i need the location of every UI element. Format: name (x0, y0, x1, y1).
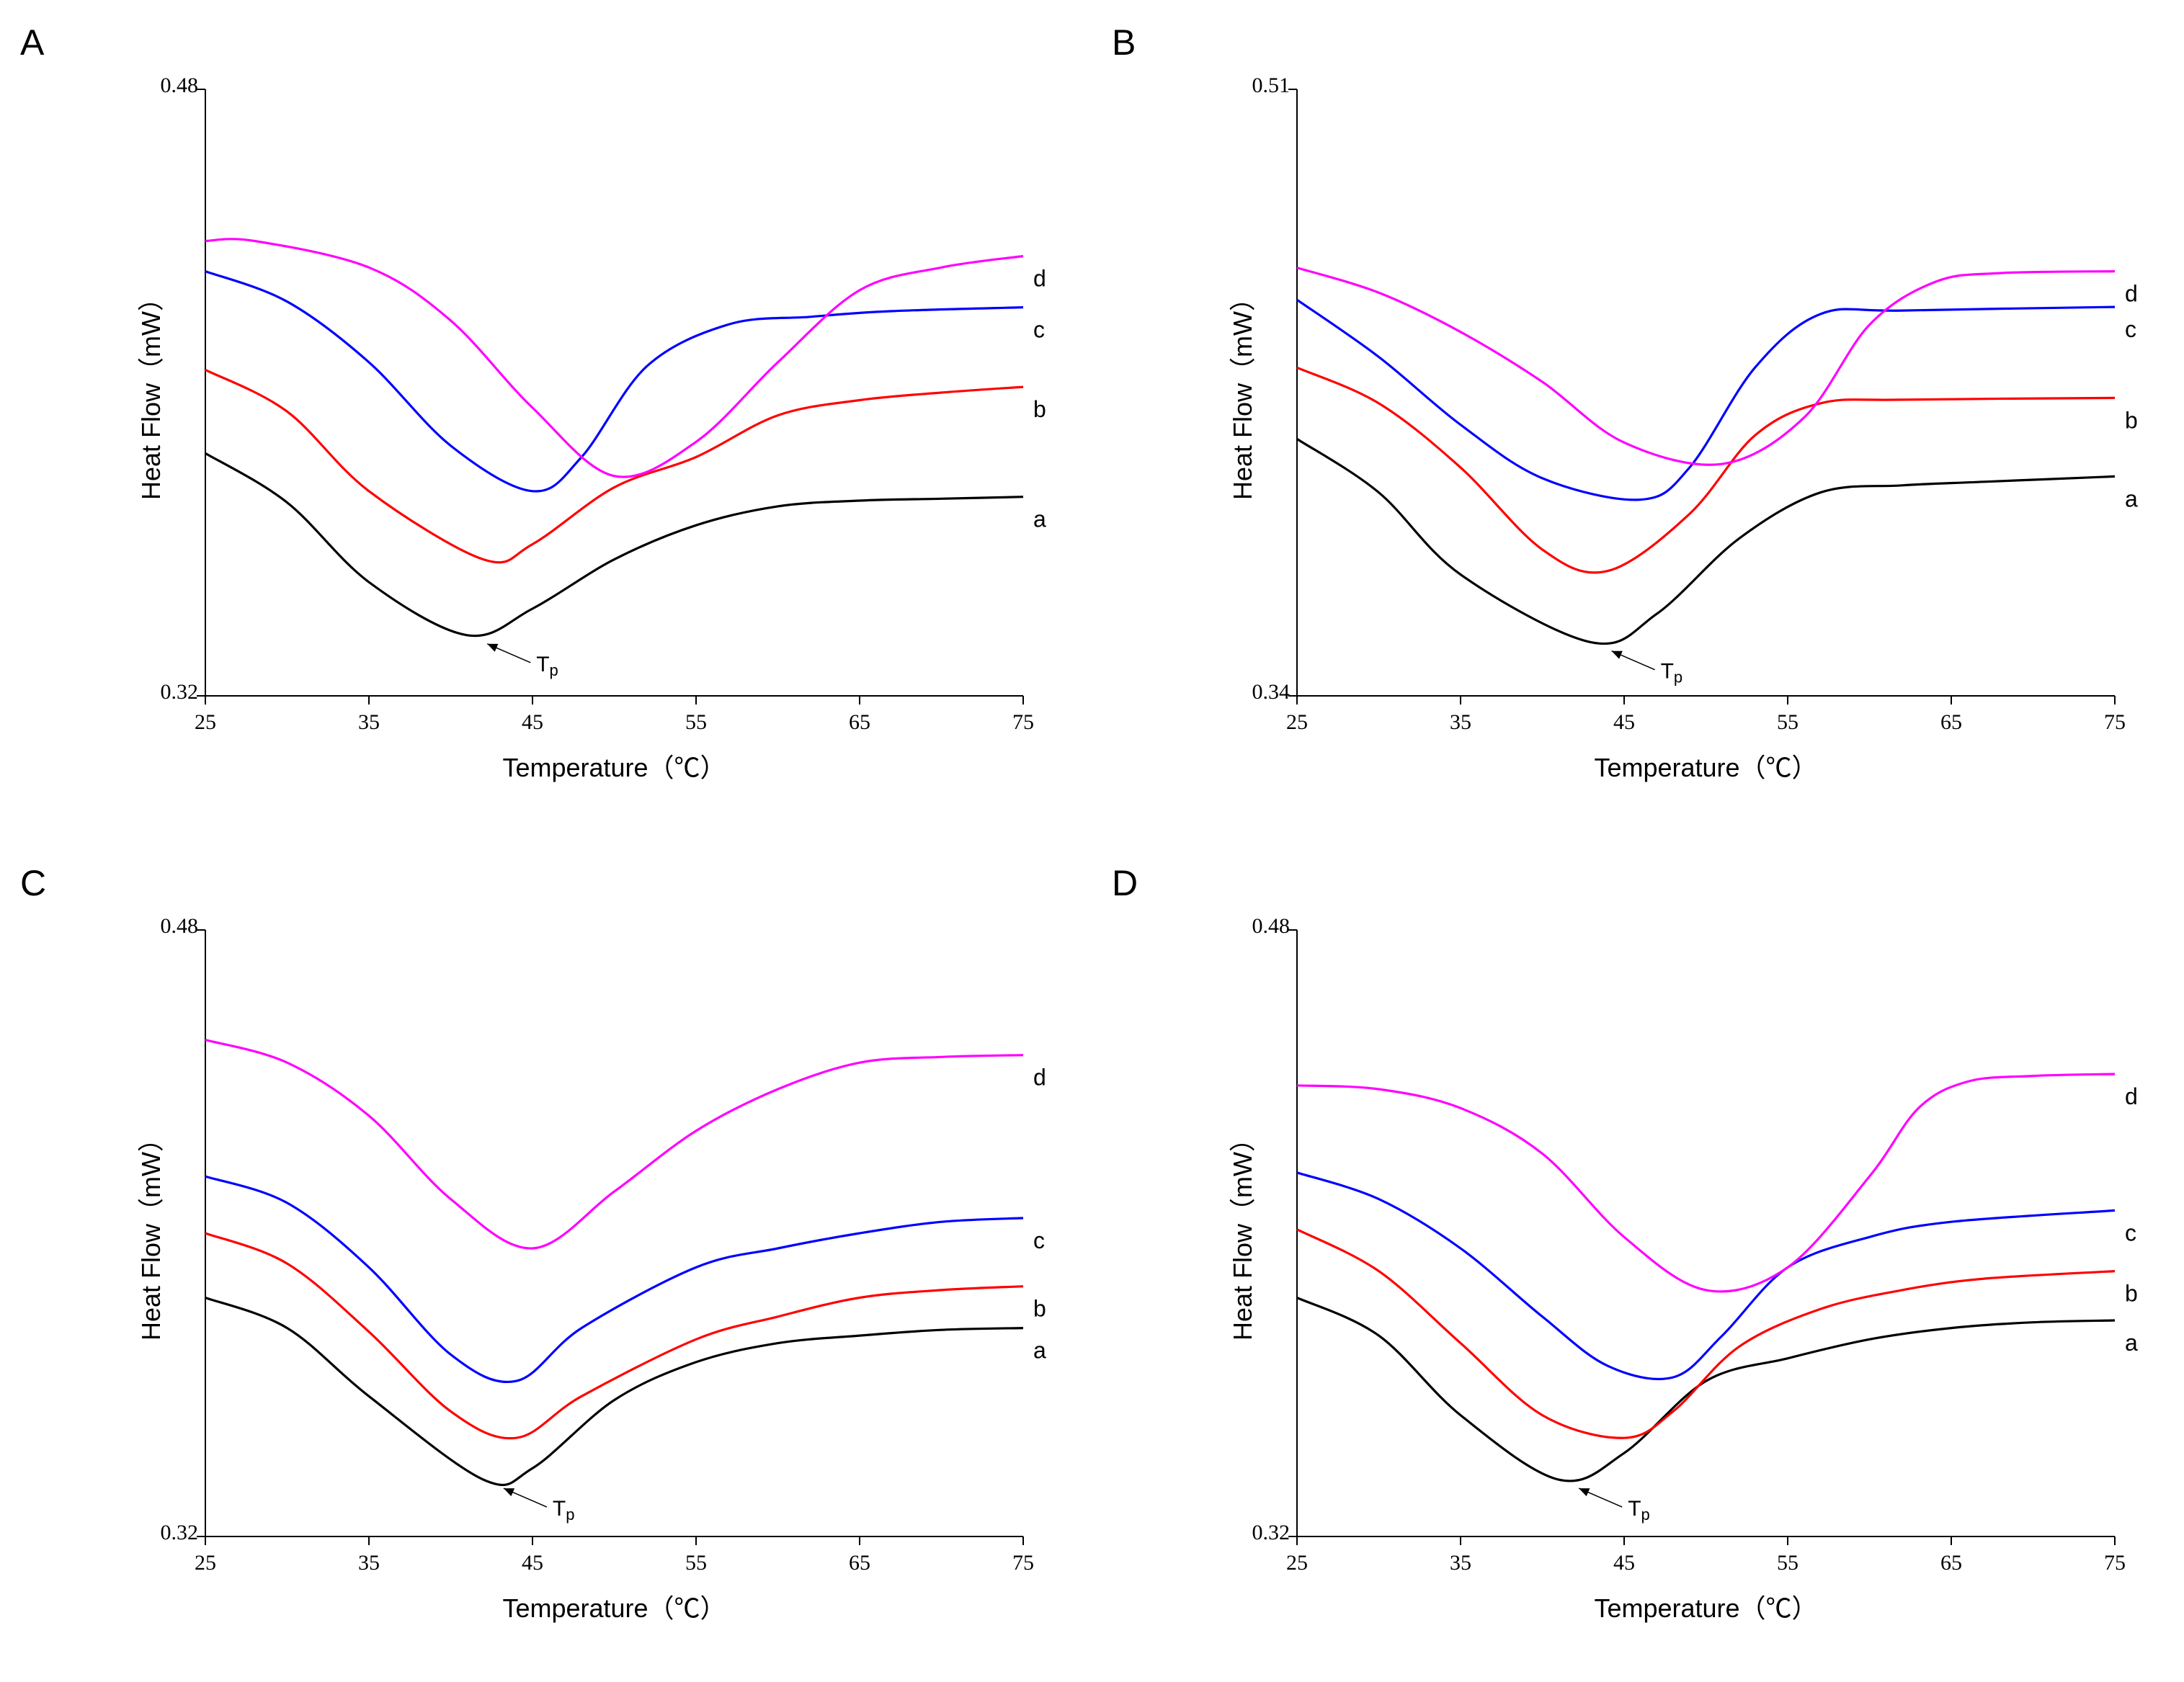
y-axis-label: Heat Flow（mW） (1228, 1126, 1257, 1341)
panel-label-d: D (1112, 863, 1138, 903)
x-tick-label: 25 (1286, 710, 1308, 734)
y-tick-label: 0.32 (161, 680, 199, 704)
x-tick-label: 75 (1012, 1551, 1034, 1575)
y-tick-label: 0.32 (1252, 1521, 1291, 1544)
series-line-a (205, 1296, 1024, 1487)
series-label-a: a (2125, 1330, 2138, 1356)
series-label-c: c (1033, 317, 1045, 343)
y-axis-label: Heat Flow（mW） (136, 285, 166, 500)
panel-d: D 25 35 45 55 65 75 0.32 0.48 Temperature（℃） Heat … (1092, 841, 2183, 1681)
series-line-c (205, 1175, 1024, 1383)
annotation-arrowhead (503, 1488, 515, 1497)
y-tick-label: 0.48 (1252, 914, 1291, 938)
y-tick-label: 0.48 (161, 73, 199, 97)
series-line-d (1296, 267, 2116, 466)
annotation-label: Tp (1661, 660, 1683, 686)
annotation-arrowhead (487, 643, 499, 652)
panel-b: B 25 35 45 55 65 75 0.34 0.51 Temperature（℃） Heat … (1092, 0, 2183, 841)
chart-d: D 25 35 45 55 65 75 0.32 0.48 Temperature（℃） Heat … (1112, 863, 2138, 1623)
y-tick-label: 0.48 (161, 914, 199, 938)
x-axis-label: Temperature（℃） (502, 753, 726, 782)
series-label-d: d (2125, 1083, 2138, 1109)
series-line-b (1296, 1228, 2116, 1439)
x-tick-label: 45 (522, 710, 543, 734)
series-label-b: b (1033, 1296, 1046, 1322)
annotation-arrowhead (1611, 650, 1623, 659)
x-tick-label: 35 (358, 1551, 380, 1575)
series-line-b (205, 368, 1024, 564)
x-tick-label: 25 (195, 1551, 216, 1575)
x-axis-label: Temperature（℃） (1594, 1593, 1817, 1623)
x-tick-label: 55 (685, 1551, 707, 1575)
chart-b: B 25 35 45 55 65 75 0.34 0.51 Temperature（℃） Heat … (1112, 22, 2138, 782)
x-tick-label: 55 (1777, 1551, 1799, 1575)
y-axis-label: Heat Flow（mW） (1228, 285, 1257, 500)
annotation-arrowhead (1579, 1488, 1590, 1497)
x-tick-label: 65 (1940, 1551, 1962, 1575)
panel-c: C 25 35 45 55 65 75 0.32 0.48 Temperature（℃） Heat … (0, 841, 1092, 1681)
x-tick-label: 55 (685, 710, 707, 734)
x-tick-label: 75 (1012, 710, 1034, 734)
y-tick-label: 0.32 (161, 1521, 199, 1544)
series-line-d (205, 238, 1024, 478)
series-line-c (205, 270, 1024, 493)
series-label-a: a (2125, 486, 2138, 511)
x-axis-label: Temperature（℃） (502, 1593, 726, 1623)
panel-label-c: C (20, 863, 46, 903)
series-label-b: b (2125, 407, 2138, 433)
x-tick-label: 35 (1450, 1551, 1471, 1575)
x-tick-label: 65 (849, 710, 870, 734)
x-tick-label: 75 (2104, 710, 2126, 734)
x-tick-label: 65 (1940, 710, 1962, 734)
x-tick-label: 75 (2104, 1551, 2126, 1575)
y-tick-label: 0.51 (1252, 73, 1291, 97)
x-tick-label: 45 (522, 1551, 543, 1575)
y-tick-label: 0.34 (1252, 680, 1291, 704)
series-label-c: c (2125, 316, 2136, 342)
series-label-d: d (1033, 1065, 1046, 1091)
x-tick-label: 25 (195, 710, 216, 734)
x-tick-label: 65 (849, 1551, 870, 1575)
annotation-label: Tp (553, 1497, 575, 1524)
x-tick-label: 45 (1613, 1551, 1635, 1575)
x-axis-label: Temperature（℃） (1594, 753, 1817, 782)
series-label-b: b (2125, 1281, 2138, 1307)
panel-a: A 25 35 45 55 65 75 0.32 0.48 Temperature（℃） Heat … (0, 0, 1092, 841)
series-label-a: a (1033, 1338, 1046, 1364)
x-tick-label: 35 (1450, 710, 1471, 734)
series-line-c (1296, 1171, 2116, 1380)
series-label-d: d (2125, 281, 2138, 307)
series-label-c: c (1033, 1227, 1045, 1253)
series-label-c: c (2125, 1220, 2136, 1245)
x-tick-label: 35 (358, 710, 380, 734)
chart-a: A 25 35 45 55 65 75 0.32 0.48 Temperature（℃） Heat … (20, 22, 1046, 782)
x-tick-label: 25 (1286, 1551, 1308, 1575)
x-tick-label: 55 (1777, 710, 1799, 734)
series-line-a (205, 452, 1024, 638)
series-line-c (1296, 298, 2116, 501)
series-label-d: d (1033, 266, 1046, 292)
annotation-label: Tp (1628, 1497, 1650, 1524)
x-tick-label: 45 (1613, 710, 1635, 734)
annotation-label: Tp (536, 653, 558, 679)
series-line-b (205, 1232, 1024, 1440)
series-line-d (1296, 1073, 2116, 1293)
y-axis-label: Heat Flow（mW） (136, 1126, 166, 1341)
chart-c: C 25 35 45 55 65 75 0.32 0.48 Temperature（℃） Heat … (20, 863, 1046, 1623)
series-label-b: b (1033, 396, 1046, 422)
series-line-d (205, 1039, 1024, 1250)
series-line-b (1296, 366, 2116, 574)
series-line-a (1296, 438, 2116, 645)
panel-label-b: B (1112, 22, 1136, 63)
series-line-a (1296, 1297, 2116, 1482)
series-label-a: a (1033, 506, 1046, 532)
panel-label-a: A (20, 22, 45, 63)
